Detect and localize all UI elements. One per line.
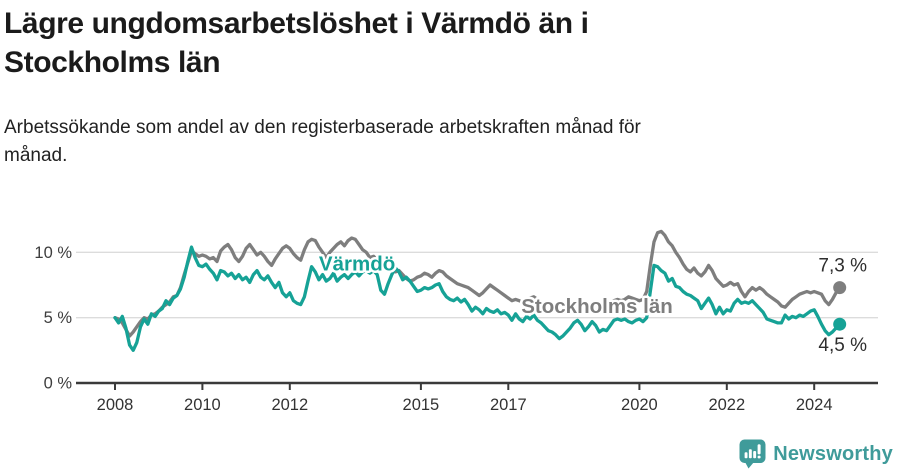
page-subtitle-line2: månad. (4, 145, 68, 166)
series-line-v-rmd- (113, 245, 842, 352)
page-subtitle-line1: Arbetssökande som andel av den registerb… (4, 117, 641, 138)
x-tick-label: 2008 (97, 396, 134, 414)
series-label: Stockholms län (521, 295, 673, 318)
x-tick-label: 2017 (490, 396, 527, 414)
y-tick-label: 5 % (44, 309, 73, 327)
newsworthy-logo: Newsworthy (739, 439, 893, 469)
series-line-stockholms-l-n (113, 229, 842, 338)
page-title-line2: Stockholms län (4, 46, 221, 79)
x-tick-label: 2024 (796, 396, 833, 414)
page-title-line1: Lägre ungdomsarbetslöshet i Värmdö än i (4, 7, 589, 40)
x-tick-label: 2020 (621, 396, 658, 414)
x-tick-label: 2010 (184, 396, 221, 414)
x-tick-label: 2022 (708, 396, 745, 414)
end-value-label: 7,3 % (818, 256, 867, 277)
y-tick-label: 0 % (44, 375, 73, 393)
series-endpoint-dot (833, 281, 847, 295)
newsworthy-brand-text: Newsworthy (773, 442, 893, 465)
page-subtitle: Arbetssökande som andel av den registerb… (4, 114, 854, 170)
newsworthy-logo-icon (739, 439, 766, 469)
page-title: Lägre ungdomsarbetslöshet i Värmdö än i … (4, 4, 824, 82)
y-tick-label: 10 % (34, 244, 72, 262)
x-tick-label: 2012 (271, 396, 308, 414)
series-label: Värmdö (319, 252, 395, 275)
series-endpoint-dot (833, 317, 847, 331)
end-value-label: 4,5 % (818, 335, 867, 356)
x-tick-label: 2015 (403, 396, 440, 414)
